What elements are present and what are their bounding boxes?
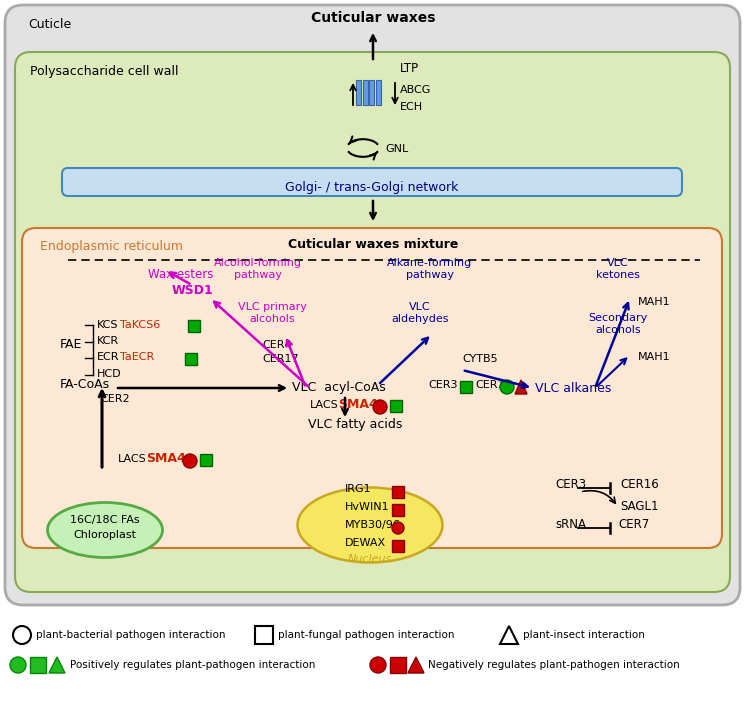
Text: CER17: CER17	[262, 354, 298, 364]
Polygon shape	[515, 380, 527, 394]
Circle shape	[10, 657, 26, 673]
Bar	[185, 353, 197, 365]
Bar	[255, 626, 273, 644]
FancyBboxPatch shape	[15, 52, 730, 592]
Circle shape	[183, 454, 197, 468]
Text: IRG1: IRG1	[345, 484, 372, 494]
Text: LACS: LACS	[310, 400, 339, 410]
Polygon shape	[49, 657, 65, 673]
Text: Wax esters: Wax esters	[148, 268, 213, 281]
Text: 16C/18C FAs: 16C/18C FAs	[70, 515, 140, 525]
Text: SAGL1: SAGL1	[620, 500, 659, 513]
Bar	[30, 657, 46, 673]
Text: VLC fatty acids: VLC fatty acids	[308, 418, 402, 431]
Polygon shape	[500, 626, 518, 644]
Text: VLC
ketones: VLC ketones	[596, 258, 640, 280]
Text: VLC
aldehydes: VLC aldehydes	[391, 302, 449, 324]
Text: ABCG: ABCG	[400, 85, 431, 95]
Text: Positively regulates plant-pathogen interaction: Positively regulates plant-pathogen inte…	[70, 660, 316, 670]
Bar	[392, 540, 404, 552]
Text: Cuticle: Cuticle	[28, 18, 72, 31]
Circle shape	[13, 626, 31, 644]
Text: ECH: ECH	[400, 102, 423, 112]
Bar	[390, 400, 402, 412]
Bar	[369, 80, 374, 105]
Text: plant-insect interaction: plant-insect interaction	[523, 630, 645, 640]
Text: TaECR: TaECR	[120, 352, 154, 362]
Bar	[392, 504, 404, 516]
Bar	[363, 80, 368, 105]
Text: Negatively regulates plant-pathogen interaction: Negatively regulates plant-pathogen inte…	[428, 660, 680, 670]
Text: ECR: ECR	[97, 352, 119, 362]
Text: plant-fungal pathogen interaction: plant-fungal pathogen interaction	[278, 630, 454, 640]
Text: SMA4: SMA4	[146, 452, 186, 465]
Text: WSD1: WSD1	[172, 284, 214, 297]
Text: VLC  acyl-CoAs: VLC acyl-CoAs	[292, 382, 386, 395]
Text: Cuticular waxes mixture: Cuticular waxes mixture	[288, 238, 458, 251]
Text: Polysaccharide cell wall: Polysaccharide cell wall	[30, 65, 178, 78]
Ellipse shape	[48, 503, 163, 557]
Text: VLC primary
alcohols: VLC primary alcohols	[237, 302, 307, 324]
Text: Endoplasmic reticulum: Endoplasmic reticulum	[40, 240, 183, 253]
Text: CER1: CER1	[475, 380, 504, 390]
Bar	[390, 657, 406, 673]
Text: LTP: LTP	[400, 62, 419, 75]
Text: CER3: CER3	[555, 478, 586, 491]
Text: CER16: CER16	[620, 478, 659, 491]
Bar	[375, 80, 380, 105]
Bar	[188, 320, 200, 332]
Text: Nucleus: Nucleus	[348, 554, 392, 564]
Text: CER2: CER2	[100, 394, 130, 404]
Bar	[356, 80, 360, 105]
Polygon shape	[408, 657, 424, 673]
Text: HCD: HCD	[97, 369, 122, 379]
Bar	[200, 454, 212, 466]
Text: MAH1: MAH1	[638, 297, 671, 307]
Text: FAE: FAE	[60, 338, 82, 351]
Text: CYTB5: CYTB5	[462, 354, 498, 364]
Text: CER4: CER4	[262, 340, 292, 350]
Text: sRNA: sRNA	[555, 518, 586, 531]
FancyBboxPatch shape	[22, 228, 722, 548]
Text: Secondary
alcohols: Secondary alcohols	[589, 313, 648, 335]
Circle shape	[392, 522, 404, 534]
Text: TaKCS6: TaKCS6	[120, 320, 160, 330]
Text: DEWAX: DEWAX	[345, 538, 386, 548]
Text: KCR: KCR	[97, 336, 119, 346]
Text: CER7: CER7	[618, 518, 649, 531]
Bar	[392, 486, 404, 498]
Text: MYB30/96: MYB30/96	[345, 520, 401, 530]
Text: Alkane-forming
pathway: Alkane-forming pathway	[387, 258, 473, 280]
Text: Cuticular waxes: Cuticular waxes	[311, 11, 435, 25]
Text: Alcohol-forming
pathway: Alcohol-forming pathway	[214, 258, 302, 280]
FancyBboxPatch shape	[62, 168, 682, 196]
Text: HvWIN1: HvWIN1	[345, 502, 389, 512]
Text: LACS: LACS	[118, 454, 147, 464]
Ellipse shape	[298, 487, 442, 562]
Text: plant-bacterial pathogen interaction: plant-bacterial pathogen interaction	[36, 630, 225, 640]
Text: VLC alkanes: VLC alkanes	[535, 382, 612, 395]
Circle shape	[370, 657, 386, 673]
Text: GNL: GNL	[385, 144, 408, 154]
Text: FA-CoAs: FA-CoAs	[60, 378, 110, 391]
Text: SMA4: SMA4	[338, 398, 377, 411]
Circle shape	[500, 380, 514, 394]
Bar	[460, 381, 472, 393]
Text: Golgi- / trans-Golgi network: Golgi- / trans-Golgi network	[285, 181, 459, 194]
Text: CER3: CER3	[428, 380, 457, 390]
Circle shape	[373, 400, 387, 414]
FancyBboxPatch shape	[5, 5, 740, 605]
Text: KCS: KCS	[97, 320, 119, 330]
Text: Chloroplast: Chloroplast	[74, 530, 137, 540]
Text: MAH1: MAH1	[638, 352, 671, 362]
